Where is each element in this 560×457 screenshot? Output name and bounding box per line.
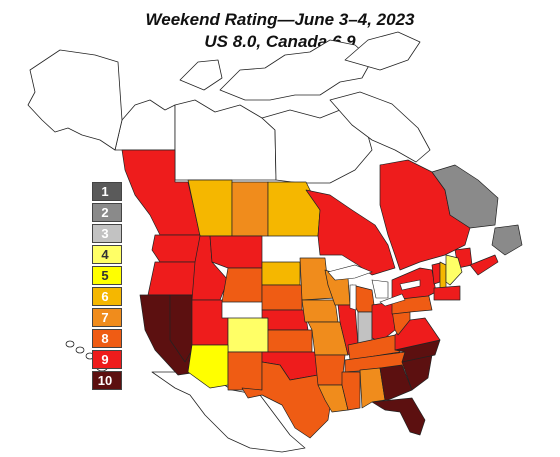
legend-item: 2 <box>92 203 122 222</box>
legend-swatch <box>92 329 122 348</box>
region-arctic-island-west <box>179 59 223 91</box>
great-lakes <box>327 264 421 311</box>
legend-swatch <box>92 182 122 201</box>
legend-swatch <box>92 371 122 390</box>
region-utah <box>191 299 229 346</box>
legend-swatch <box>92 224 122 243</box>
region-mississippi <box>341 371 361 411</box>
region-arctic-island-east <box>344 31 421 71</box>
legend-item: 7 <box>92 308 122 327</box>
region-washington <box>151 234 201 263</box>
legend-label: 2 <box>101 205 109 220</box>
legend-swatch <box>92 266 122 285</box>
region-nebraska <box>261 309 309 331</box>
legend-label: 4 <box>101 247 109 262</box>
lake-ontario <box>399 279 421 291</box>
region-saskatchewan <box>231 181 269 237</box>
region-manitoba <box>267 181 321 237</box>
legend-swatch <box>92 350 122 369</box>
legend-label: 9 <box>101 352 109 367</box>
legend-item: 8 <box>92 329 122 348</box>
legend-item: 4 <box>92 245 122 264</box>
region-maine <box>445 254 463 286</box>
legend-swatch <box>92 203 122 222</box>
region-new-mexico <box>227 351 263 391</box>
region-louisiana <box>317 384 349 413</box>
legend-swatch <box>92 287 122 306</box>
region-labrador <box>431 164 499 229</box>
legend-item: 10 <box>92 371 122 390</box>
legend-swatch <box>92 308 122 327</box>
lake-erie <box>379 293 406 307</box>
region-colorado <box>227 317 269 353</box>
region-massachusetts <box>433 285 461 301</box>
legend-item: 6 <box>92 287 122 306</box>
region-nova-scotia <box>469 254 499 276</box>
region-nunavut <box>261 107 373 184</box>
region-baffin-island <box>329 91 431 163</box>
region-south-dakota <box>261 284 303 311</box>
region-arizona <box>187 344 229 389</box>
region-oregon <box>147 261 201 296</box>
legend-label: 5 <box>101 268 109 283</box>
region-north-dakota <box>261 261 301 286</box>
map-title: Weekend Rating—June 3–4, 2023 <box>145 10 415 29</box>
region-nevada <box>169 294 193 363</box>
legend-item: 5 <box>92 266 122 285</box>
region-kansas <box>267 329 313 353</box>
legend-item: 3 <box>92 224 122 243</box>
region-kentucky <box>347 334 401 361</box>
region-texas <box>241 361 333 439</box>
region-georgia <box>379 364 413 401</box>
hawaii-island-2 <box>75 346 85 354</box>
legend-label: 8 <box>101 331 109 346</box>
region-montana <box>209 235 263 269</box>
legend-label: 3 <box>101 226 109 241</box>
legend-label: 1 <box>101 184 109 199</box>
legend-label: 6 <box>101 289 109 304</box>
region-florida <box>371 397 426 436</box>
region-newfoundland <box>491 224 523 256</box>
region-arkansas <box>314 354 346 386</box>
region-new-hampshire <box>439 261 447 291</box>
legend-label: 7 <box>101 310 109 325</box>
legend-label: 10 <box>97 373 113 388</box>
hawaii-island-1 <box>65 340 75 348</box>
lake-michigan <box>349 284 357 311</box>
lake-superior <box>327 264 373 281</box>
lake-huron <box>371 279 389 299</box>
region-iowa <box>301 299 339 323</box>
region-yukon <box>114 99 176 151</box>
legend-item: 1 <box>92 182 122 201</box>
map-subtitle: US 8.0, Canada 6.9 <box>204 32 356 51</box>
legend-swatch <box>92 245 122 264</box>
region-northwest-territories <box>174 99 277 181</box>
region-ontario <box>305 189 396 276</box>
region-alaska <box>27 49 123 151</box>
legend-item: 9 <box>92 350 122 369</box>
region-arctic-islands <box>219 39 373 101</box>
region-wyoming <box>221 267 263 303</box>
